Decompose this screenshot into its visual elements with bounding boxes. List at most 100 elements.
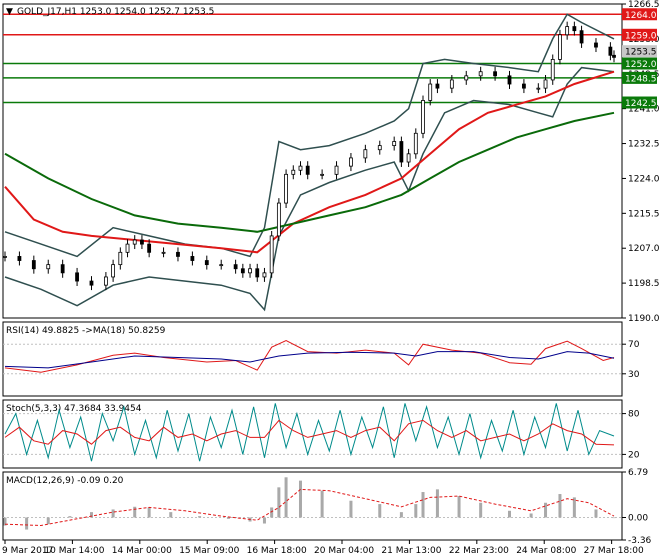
macd-tick-label: 0.00	[628, 513, 648, 523]
macd-histogram-bar	[399, 512, 403, 518]
candle-body	[594, 42, 598, 48]
macd-histogram-bar	[133, 506, 137, 518]
macd-histogram-bar	[169, 512, 173, 518]
macd-histogram-bar	[46, 517, 50, 525]
level-badge	[622, 28, 657, 41]
macd-histogram-bar	[198, 516, 202, 518]
price-tick-label: 1232.5	[628, 140, 660, 150]
candle-body	[522, 83, 526, 89]
candle-body	[421, 100, 425, 134]
price-tick-label: 1266.5	[628, 0, 660, 10]
candle-body	[349, 157, 353, 167]
candle-body	[3, 256, 7, 258]
candle-body	[579, 30, 584, 44]
macd-label: MACD(12,26,9) -0.09 0.20	[6, 476, 124, 486]
candle-body	[543, 79, 548, 89]
macd-histogram-bar	[262, 517, 266, 524]
rsi-tick-label: 30	[628, 370, 640, 380]
candle-body	[89, 280, 94, 286]
time-tick-label: 14 Mar 00:00	[112, 546, 172, 556]
candle-body	[449, 79, 454, 89]
candle-body	[132, 239, 137, 245]
candle-body	[478, 71, 483, 77]
candle-body	[572, 26, 577, 32]
candle-body	[255, 268, 260, 278]
macd-histogram-bar	[544, 502, 548, 518]
macd-histogram-bar	[421, 492, 425, 518]
rsi-pane-frame	[2, 321, 623, 397]
stoch-pane-frame	[2, 399, 623, 469]
candle-body	[334, 165, 339, 175]
macd-histogram-bar	[612, 517, 616, 519]
macd-histogram-bar	[111, 509, 115, 518]
macd-histogram-bar	[507, 510, 511, 518]
price-tick-label: 1224.0	[628, 174, 660, 184]
moving-average-line	[4, 70, 615, 254]
current-price-label: 1253.5	[625, 48, 657, 58]
rsi-series-line	[4, 339, 615, 373]
candle-body	[276, 202, 281, 237]
macd-histogram-bar	[147, 507, 151, 518]
main-pane-frame	[2, 3, 623, 319]
macd-histogram-bar	[320, 490, 324, 518]
macd-histogram-bar	[226, 517, 230, 519]
candle-body	[320, 173, 325, 176]
candle-body	[536, 87, 541, 90]
time-tick-label: 15 Mar 09:00	[179, 546, 239, 556]
candle-body	[428, 83, 433, 101]
time-tick-label: 20 Mar 04:00	[314, 546, 374, 556]
chart-header: GOLD_J17,H1 1253.0 1254.0 1252.7 1253.5	[17, 7, 214, 17]
macd-histogram-bar	[349, 500, 353, 518]
price-tick-label: 1215.5	[628, 209, 660, 219]
candle-body	[248, 268, 252, 274]
macd-pane-frame	[2, 471, 623, 541]
candle-body	[31, 260, 36, 270]
level-badge-label: 1264.0	[625, 11, 657, 21]
macd-histogram-bar	[414, 504, 418, 518]
candle-body	[103, 276, 108, 286]
macd-histogram-bar	[378, 504, 382, 518]
candle-body	[377, 145, 382, 151]
rsi-tick-label: 70	[628, 340, 640, 350]
bollinger-upper-band	[4, 13, 615, 258]
macd-histogram-bar	[594, 509, 598, 518]
candle-body	[111, 264, 116, 278]
candle-body	[363, 149, 368, 159]
candle-body	[565, 26, 570, 36]
candle-body	[269, 235, 274, 274]
candle-body	[406, 153, 411, 163]
macd-histogram-bar	[298, 480, 302, 518]
candle-body	[392, 141, 397, 147]
current-price-badge	[622, 45, 657, 58]
candle-body	[147, 243, 152, 253]
macd-tick-label: 6.79	[628, 468, 648, 478]
time-tick-label: 16 Mar 18:00	[247, 546, 307, 556]
bollinger-lower-band	[4, 66, 615, 312]
collapse-arrow-icon: ▼	[6, 7, 13, 17]
candle-body	[176, 251, 180, 257]
stochastic-tick-label: 80	[628, 410, 640, 420]
candle-body	[233, 264, 238, 270]
macd-histogram-bar	[572, 497, 576, 518]
macd-histogram-bar	[277, 487, 281, 518]
candle-body	[60, 264, 65, 274]
macd-histogram-bar	[89, 512, 93, 518]
macd-tick-label: -3.36	[628, 536, 652, 546]
candle-body	[550, 59, 555, 81]
candle-body	[413, 132, 418, 155]
level-badge-label: 1242.5	[625, 99, 657, 109]
stochastic-series-line	[4, 403, 615, 462]
time-tick-label: 10 Mar 14:00	[44, 546, 104, 556]
candle-body	[140, 239, 144, 245]
macd-histogram-bar	[284, 477, 288, 518]
candle-body	[204, 260, 209, 266]
candle-body	[125, 243, 130, 253]
candle-body	[161, 251, 166, 254]
macd-histogram-bar	[3, 517, 7, 526]
macd-histogram-bar	[479, 502, 483, 518]
stochastic-tick-label: 20	[628, 450, 640, 460]
rsi-label: RSI(14) 49.8825 ->MA(18) 50.8259	[6, 326, 166, 336]
macd-histogram-bar	[68, 516, 72, 518]
